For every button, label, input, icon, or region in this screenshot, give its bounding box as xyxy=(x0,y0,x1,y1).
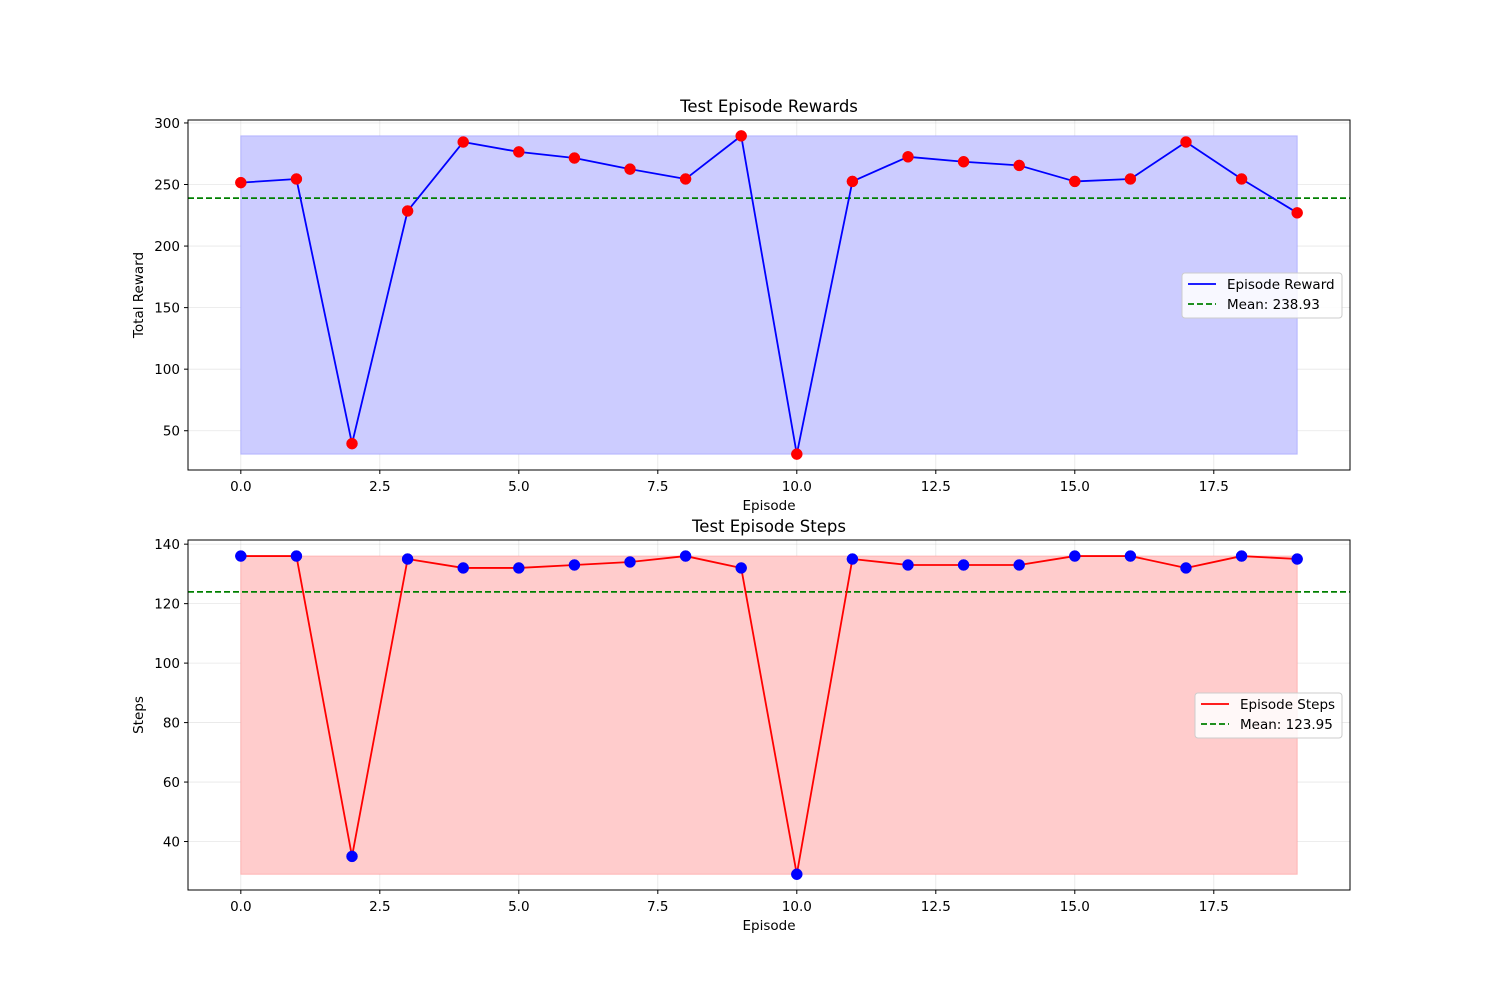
data-point xyxy=(1291,553,1303,565)
data-point xyxy=(1180,136,1192,148)
data-point xyxy=(957,559,970,571)
series-line xyxy=(240,555,1298,876)
y-tick-label: 120 xyxy=(154,597,180,613)
data-point xyxy=(235,550,247,562)
data-point xyxy=(457,136,469,148)
data-point xyxy=(457,562,469,574)
x-tick-label: 5.0 xyxy=(508,899,529,915)
data-point xyxy=(513,146,525,158)
data-point xyxy=(1013,159,1025,172)
y-tick-label: 140 xyxy=(154,537,180,553)
x-tick-label: 15.0 xyxy=(1060,479,1090,495)
y-tick-label: 100 xyxy=(154,656,180,672)
data-point xyxy=(679,173,692,185)
data-point xyxy=(568,559,581,571)
legend: Episode Steps Mean: 123.95 xyxy=(1194,692,1343,739)
x-tick-label: 10.0 xyxy=(782,899,812,915)
data-point xyxy=(401,553,414,565)
x-tick-label: 17.5 xyxy=(1199,479,1229,495)
data-point xyxy=(1124,550,1137,562)
legend-box xyxy=(1181,272,1343,319)
data-point xyxy=(1291,207,1303,219)
x-axis-label: Episode xyxy=(742,918,795,934)
y-tick-label: 80 xyxy=(163,716,180,732)
data-point xyxy=(1235,173,1248,185)
x-tick-label: 2.5 xyxy=(369,899,390,915)
x-tick-label: 5.0 xyxy=(508,479,529,495)
x-tick-label: 7.5 xyxy=(647,899,668,915)
data-point xyxy=(735,130,747,142)
chart-title: Test Episode Rewards xyxy=(679,97,858,116)
data-point xyxy=(735,562,747,574)
data-point xyxy=(401,205,414,217)
legend-box xyxy=(1194,692,1343,739)
y-tick-label: 60 xyxy=(163,775,180,791)
legend-mean-label: Mean: 238.93 xyxy=(1227,297,1320,313)
y-tick-label: 40 xyxy=(163,835,180,851)
data-point xyxy=(1013,559,1025,571)
x-tick-label: 0.0 xyxy=(230,479,251,495)
legend-series-label: Episode Reward xyxy=(1227,277,1335,293)
x-tick-label: 0.0 xyxy=(230,899,251,915)
data-point xyxy=(346,850,358,863)
x-tick-label: 10.0 xyxy=(782,479,812,495)
data-point xyxy=(346,437,358,450)
data-point xyxy=(846,553,859,565)
steps-chart: 0.0 2.5 5.0 7.5 10.0 12.5 15.0 17.5 40 60 80 100 120… xyxy=(131,517,1351,934)
data-point xyxy=(1235,550,1248,562)
legend: Episode Reward Mean: 238.93 xyxy=(1181,272,1343,319)
y-tick-label: 200 xyxy=(154,239,180,255)
x-tick-label: 17.5 xyxy=(1199,899,1229,915)
series-line xyxy=(240,134,1298,456)
x-tick-label: 15.0 xyxy=(1060,899,1090,915)
data-point xyxy=(568,152,581,164)
y-tick-label: 250 xyxy=(154,178,180,194)
data-point xyxy=(624,556,636,568)
y-tick-label: 300 xyxy=(154,116,180,132)
x-tick-label: 2.5 xyxy=(369,479,390,495)
data-point xyxy=(290,550,303,562)
x-axis-label: Episode xyxy=(742,498,795,514)
y-tick-label: 50 xyxy=(163,424,180,440)
data-point xyxy=(957,155,970,168)
data-point xyxy=(846,175,859,188)
data-point xyxy=(902,151,914,163)
data-point xyxy=(235,176,247,189)
x-tick-label: 12.5 xyxy=(921,479,951,495)
y-tick-label: 100 xyxy=(154,362,180,378)
x-tick-label: 12.5 xyxy=(921,899,951,915)
chart-title: Test Episode Steps xyxy=(691,517,846,536)
data-point xyxy=(1124,173,1137,185)
legend-mean-label: Mean: 123.95 xyxy=(1240,717,1333,733)
data-point xyxy=(1069,175,1081,188)
rewards-chart: 0.0 2.5 5.0 7.5 10.0 12.5 15.0 17.5 50 100 150 200 2… xyxy=(131,97,1351,514)
y-axis-label: Total Reward xyxy=(131,252,147,339)
data-point xyxy=(791,448,803,460)
y-tick-label: 150 xyxy=(154,301,180,317)
data-point xyxy=(679,550,692,562)
x-tick-label: 7.5 xyxy=(647,479,668,495)
axes-frame xyxy=(187,539,1351,891)
axes-frame xyxy=(187,119,1351,471)
legend-series-label: Episode Steps xyxy=(1240,697,1335,713)
data-point xyxy=(1069,550,1081,562)
y-axis-label: Steps xyxy=(131,696,147,734)
data-point xyxy=(902,559,914,571)
data-point xyxy=(513,562,525,574)
data-point xyxy=(791,868,803,880)
range-band xyxy=(240,555,1298,875)
data-point xyxy=(290,173,303,185)
data-point xyxy=(624,163,636,175)
data-point xyxy=(1180,562,1192,574)
